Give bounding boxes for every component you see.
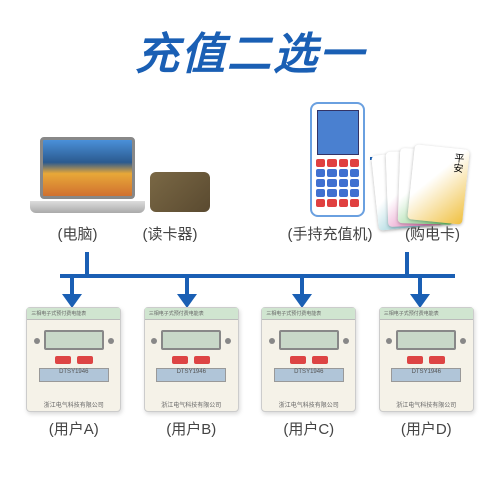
drop-line-out	[300, 274, 304, 294]
page-title: 充值二选一	[0, 0, 500, 82]
drop-line-in	[405, 252, 409, 274]
handheld-device-icon	[310, 102, 365, 217]
drop-line-in	[85, 252, 89, 274]
arrow-down-icon	[177, 294, 197, 308]
drop-line-out	[418, 274, 422, 294]
user-label: (用户A)	[26, 418, 121, 439]
left-device-group	[30, 137, 210, 217]
handheld-label: (手持充值机)	[275, 223, 385, 244]
card-reader-icon	[150, 172, 210, 212]
laptop-label: (电脑)	[20, 223, 135, 244]
arrow-down-icon	[410, 294, 430, 308]
flow-bus	[0, 252, 500, 302]
purchase-cards-icon: 平安	[375, 147, 470, 217]
horizontal-bus-line	[60, 274, 455, 278]
user-label: (用户C)	[261, 418, 356, 439]
electric-meter-icon: 三相电子式预付费电能表 DTSY1946 浙江电气科技有限公司	[144, 307, 239, 412]
user-label: (用户D)	[379, 418, 474, 439]
user-labels-row: (用户A) (用户B) (用户C) (用户D)	[0, 412, 500, 439]
right-device-group: 平安	[310, 102, 470, 217]
arrow-down-icon	[292, 294, 312, 308]
electric-meter-icon: 三相电子式预付费电能表 DTSY1946 浙江电气科技有限公司	[26, 307, 121, 412]
drop-line-out	[70, 274, 74, 294]
user-label: (用户B)	[144, 418, 239, 439]
reader-label: (读卡器)	[135, 223, 205, 244]
laptop-icon	[30, 137, 145, 217]
electric-meter-icon: 三相电子式预付费电能表 DTSY1946 浙江电气科技有限公司	[379, 307, 474, 412]
top-devices-row: 平安	[0, 82, 500, 217]
electric-meter-icon: 三相电子式预付费电能表 DTSY1946 浙江电气科技有限公司	[261, 307, 356, 412]
arrow-down-icon	[62, 294, 82, 308]
meters-row: 三相电子式预付费电能表 DTSY1946 浙江电气科技有限公司 三相电子式预付费…	[0, 302, 500, 412]
drop-line-out	[185, 274, 189, 294]
